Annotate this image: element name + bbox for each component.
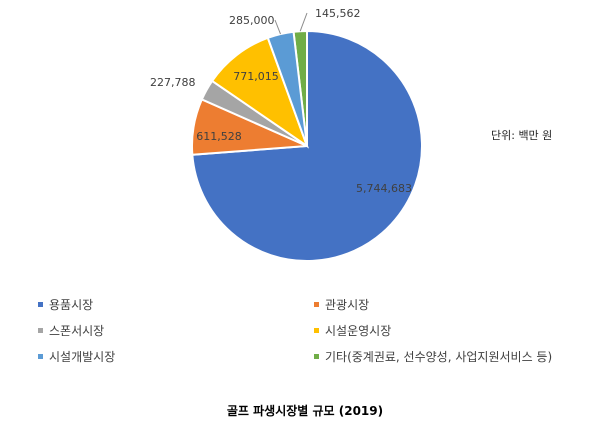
- legend-swatch-1: [314, 302, 319, 307]
- pie-slice-3: [210, 36, 309, 149]
- legend-label-1: 관광시장: [325, 298, 370, 312]
- legend-label-2: 스폰서시장: [49, 324, 105, 338]
- data-label-3: 771,015: [233, 70, 279, 83]
- unit-note: 단위: 백만 원: [491, 129, 553, 142]
- legend-swatch-4: [38, 354, 43, 359]
- legend-item-1: 관광시장: [314, 296, 369, 313]
- chart-caption: 골프 파생시장별 규모 (2019): [226, 404, 384, 418]
- data-label-4: 285,000: [229, 14, 275, 27]
- leader-line-0: [274, 19, 281, 35]
- legend-item-0: 용품시장: [38, 296, 93, 313]
- data-label-0: 5,744,683: [356, 182, 412, 195]
- legend-item-3: 시설운영시장: [314, 322, 391, 339]
- legend-swatch-3: [314, 328, 319, 333]
- legend-swatch-2: [38, 328, 43, 333]
- legend-label-4: 시설개발시장: [49, 350, 116, 364]
- legend-item-5: 기타(중계권료, 선수양성, 사업지원서비스 등): [314, 348, 552, 365]
- legend-item-4: 시설개발시장: [38, 348, 115, 365]
- legend-item-2: 스폰서시장: [38, 322, 104, 339]
- data-label-1: 611,528: [196, 130, 242, 143]
- leader-line-1: [299, 12, 308, 32]
- legend-label-3: 시설운영시장: [325, 324, 392, 338]
- legend-swatch-0: [38, 302, 43, 307]
- legend-label-5: 기타(중계권료, 선수양성, 사업지원서비스 등): [325, 350, 553, 364]
- legend-label-0: 용품시장: [49, 298, 94, 312]
- data-label-2: 227,788: [150, 76, 196, 89]
- legend-swatch-5: [314, 354, 319, 359]
- data-label-5: 145,562: [315, 7, 361, 20]
